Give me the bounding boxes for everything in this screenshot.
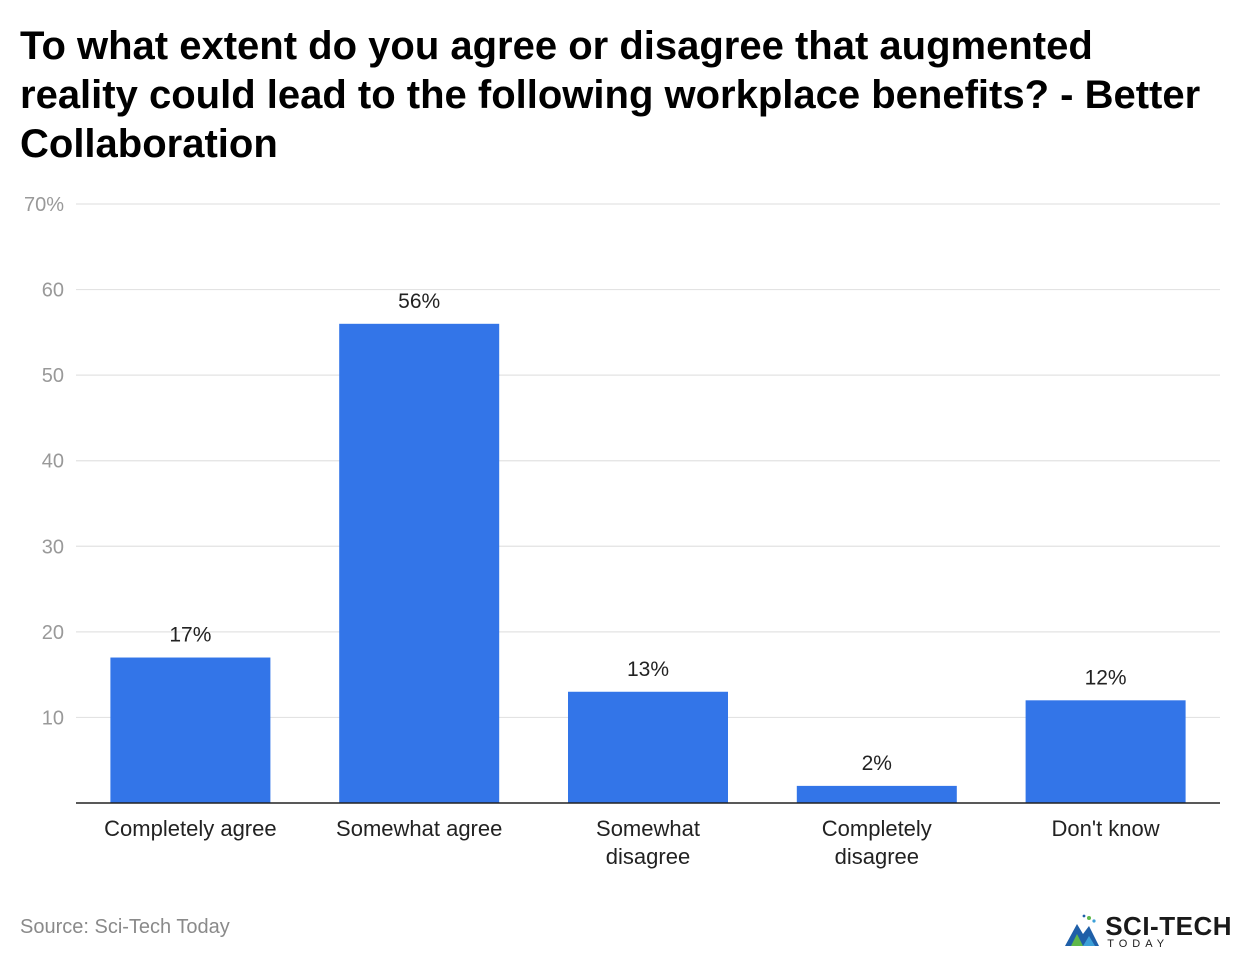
data-label: 13% bbox=[627, 658, 669, 681]
y-axis-ticks: 10 20 30 40 50 60 70% bbox=[24, 194, 64, 729]
logo-mark-icon bbox=[1065, 914, 1100, 946]
chart-title: To what extent do you agree or disagree … bbox=[20, 24, 1201, 166]
y-tick-label: 60 bbox=[42, 280, 64, 302]
x-category-label: disagree bbox=[606, 844, 690, 869]
source-note: Source: Sci-Tech Today bbox=[20, 916, 230, 938]
gridlines bbox=[76, 203, 1220, 719]
x-axis-labels: Completely agree Somewhat agree Somewhat di… bbox=[104, 816, 1160, 869]
x-category-label: Somewhat bbox=[596, 816, 700, 841]
data-label: 56% bbox=[398, 290, 440, 313]
y-tick-label: 70% bbox=[24, 194, 64, 216]
data-label: 2% bbox=[862, 752, 892, 775]
data-labels: 17% 56% 13% 2% 12% bbox=[169, 290, 1126, 775]
bar-somewhat-disagree bbox=[568, 691, 728, 803]
y-tick-label: 30 bbox=[42, 536, 64, 558]
bar-completely-agree bbox=[110, 657, 271, 803]
bar-somewhat-agree bbox=[339, 323, 500, 803]
y-tick-label: 50 bbox=[42, 365, 64, 387]
bars bbox=[110, 323, 1186, 803]
x-category-label: Don't know bbox=[1052, 816, 1160, 841]
bar-chart: 10 20 30 40 50 60 70% 17% 56% 13% 2% 12% Completel… bbox=[24, 194, 1220, 869]
x-category-label: Completely agree bbox=[104, 816, 276, 841]
y-tick-label: 10 bbox=[42, 707, 64, 729]
x-category-label: disagree bbox=[835, 844, 919, 869]
bar-don-t-know bbox=[1025, 700, 1186, 803]
data-label: 17% bbox=[169, 624, 211, 647]
y-tick-label: 20 bbox=[42, 622, 64, 644]
x-category-label: Completely bbox=[822, 816, 932, 841]
sci-tech-today-logo: SCI-TECH TODAY bbox=[1063, 912, 1232, 950]
y-tick-label: 40 bbox=[42, 451, 64, 473]
data-label: 12% bbox=[1085, 666, 1127, 689]
logo-subtext: TODAY bbox=[1107, 937, 1170, 950]
logo-text: SCI-TECH bbox=[1105, 910, 1232, 941]
x-category-label: Somewhat agree bbox=[336, 816, 502, 841]
bar-completely-disagree bbox=[796, 785, 957, 803]
